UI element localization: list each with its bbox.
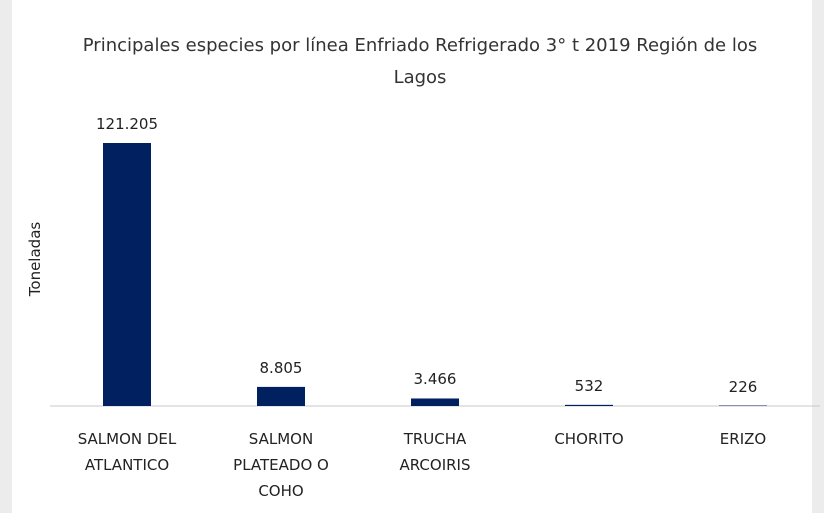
chart-title: Principales especies por línea Enfriado … — [82, 35, 758, 88]
bar — [103, 143, 151, 406]
value-label: 226 — [728, 377, 758, 396]
value-label: 3.466 — [413, 370, 457, 389]
value-label: 8.805 — [259, 358, 303, 377]
x-tick-label: SALMON PLATEADO O COHO — [233, 430, 329, 500]
bar — [565, 404, 613, 406]
x-tick-label: ERIZO — [719, 430, 767, 448]
x-tick-label: SALMON DEL ATLANTICO — [77, 430, 177, 474]
bar — [257, 386, 305, 406]
value-label: 121.205 — [95, 115, 159, 133]
value-label: 532 — [574, 376, 604, 395]
x-tick-label: CHORITO — [554, 430, 624, 448]
bar — [411, 398, 459, 406]
y-axis-label: Toneladas — [26, 221, 44, 297]
x-tick-label: TRUCHA ARCOIRIS — [399, 430, 471, 474]
